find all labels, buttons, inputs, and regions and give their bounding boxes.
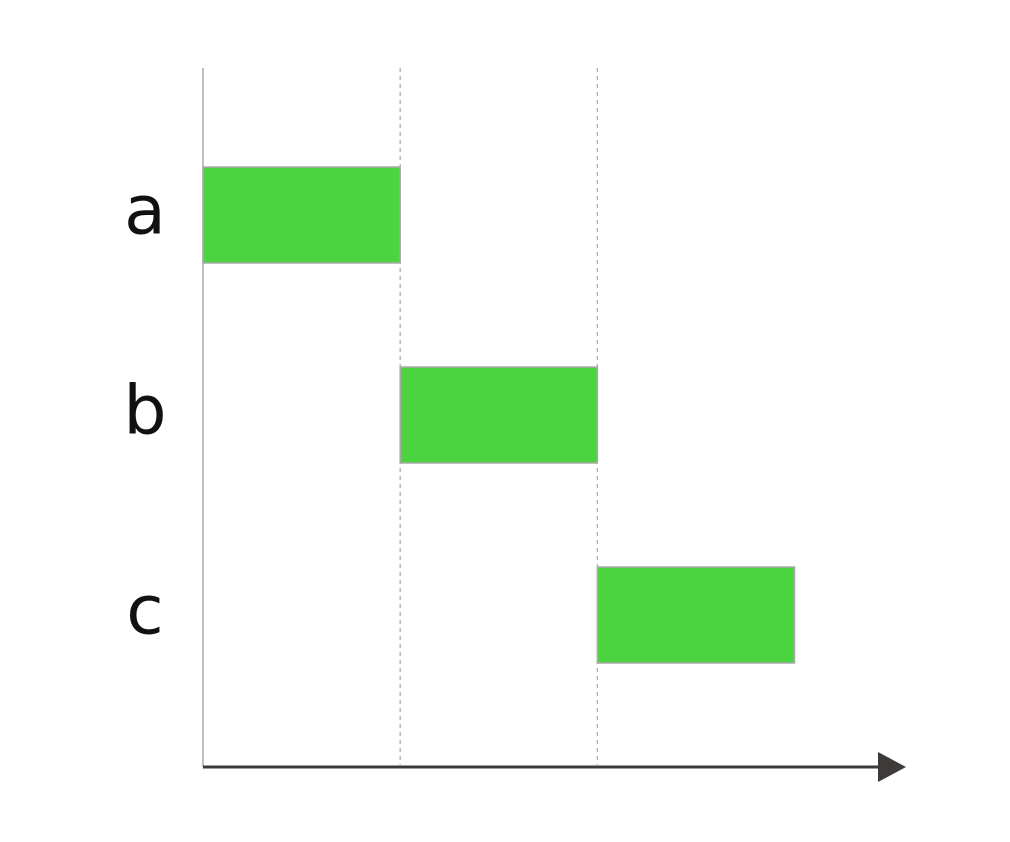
y-tick-label: a [124, 172, 166, 251]
x-axis-arrow [878, 752, 906, 782]
bar [399, 366, 599, 464]
bar [202, 166, 401, 264]
y-tick-label: c [126, 572, 163, 651]
plot: a b c [123, 68, 796, 765]
y-tick-label: b [123, 372, 166, 451]
bar [596, 566, 796, 664]
